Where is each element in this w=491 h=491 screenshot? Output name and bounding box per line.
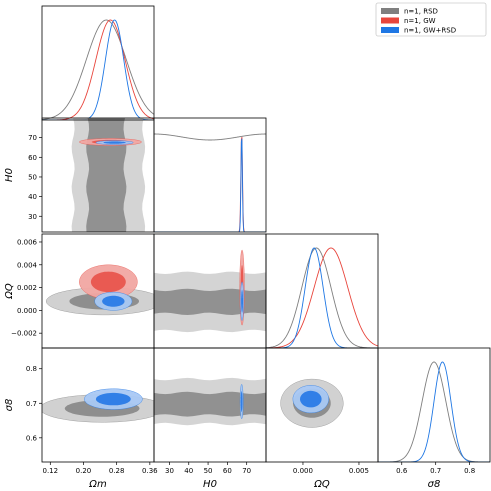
contour-h0_vs_om (71, 118, 146, 232)
x-tick-label: 0.20 (76, 467, 92, 475)
x-tick-label: 0.8 (464, 467, 475, 475)
x-tick-label: 0.000 (293, 467, 313, 475)
contour-band-inner (86, 118, 127, 232)
panel-frame (153, 117, 267, 233)
x-tick-label: 50 (204, 467, 213, 475)
y-tick-label: 0.6 (26, 434, 38, 442)
marginal-panel-s8 (378, 361, 490, 462)
contour-h0_vs_om (95, 140, 134, 145)
contour-ellipse-inner (241, 289, 243, 313)
x-tick-label: 0.28 (109, 467, 125, 475)
x-tick-label: 0.6 (396, 467, 408, 475)
contour-ellipse-inner (103, 141, 126, 144)
y-tick-label: 40 (28, 193, 37, 201)
x-axis-label: ΩQ (313, 479, 330, 490)
panel-frame (377, 347, 491, 463)
contour-oq_vs_h0 (240, 281, 244, 321)
y-axis-label: σ8 (4, 399, 15, 412)
x-tick-label: 40 (184, 467, 193, 475)
y-tick-label: 30 (28, 213, 37, 221)
contour-oq_vs_h0 (154, 271, 266, 333)
marginal-curve-oq (266, 247, 378, 348)
x-tick-label: 0.36 (142, 467, 158, 475)
marginal-curve-om (42, 19, 154, 120)
y-tick-label: 0.002 (17, 284, 37, 292)
legend-swatch (381, 8, 399, 14)
legend-swatch (381, 27, 399, 33)
marginal-curve-om (42, 19, 154, 120)
legend-label: n=1, GW+RSD (404, 27, 456, 35)
marginal-curve-om (42, 19, 154, 120)
contour-ellipse-inner (102, 295, 125, 307)
contour-s8_vs_h0 (239, 384, 244, 420)
marginal-curve-oq (266, 247, 378, 348)
legend-frame (375, 2, 487, 37)
contour-oq_vs_om (79, 264, 138, 300)
contour-ellipse-inner (240, 391, 243, 412)
contour-ellipse-inner (95, 392, 131, 406)
marginal-curve-s8 (378, 361, 490, 462)
y-axis-label: H0 (4, 168, 15, 182)
marginal-panel-oq (266, 247, 378, 348)
x-tick-label: 30 (165, 467, 174, 475)
contour-ellipse-inner (300, 390, 322, 408)
legend-swatch (381, 17, 399, 24)
marginal-panel-h0 (154, 133, 266, 232)
y-tick-label: 0.004 (17, 261, 38, 269)
x-tick-label: 70 (242, 467, 251, 475)
x-tick-label: 0.12 (42, 467, 58, 475)
marginal-panel-om (42, 19, 154, 120)
y-tick-label: 60 (28, 154, 37, 162)
y-tick-label: 0.7 (26, 400, 37, 408)
x-tick-label: 60 (223, 467, 232, 475)
y-tick-label: 50 (28, 173, 37, 181)
marginal-curve-h0 (154, 137, 266, 232)
contour-ellipse-inner (90, 271, 126, 293)
legend-label: n=1, GW (404, 17, 436, 25)
x-axis-label: Ωm (88, 479, 107, 490)
y-tick-label: 0.006 (17, 238, 38, 246)
x-tick-label: 0.005 (349, 467, 369, 475)
marginal-curve-s8 (378, 361, 490, 462)
y-tick-label: −0.002 (11, 330, 37, 338)
x-tick-label: 0.7 (430, 467, 441, 475)
x-axis-label: H0 (203, 479, 217, 490)
contour-band-inner (154, 288, 266, 315)
y-tick-label: 0.8 (26, 365, 37, 373)
contour-s8_vs_om (84, 388, 143, 410)
marginal-curve-oq (266, 247, 378, 348)
marginal-curve-h0 (154, 133, 266, 141)
contour-oq_vs_om (94, 291, 133, 311)
y-tick-label: 70 (28, 134, 37, 142)
x-axis-label: σ8 (428, 479, 441, 490)
y-tick-label: 0.000 (17, 307, 37, 315)
panel-frame (41, 5, 155, 121)
marginal-curve-h0 (154, 138, 266, 232)
contour-s8_vs_oq (292, 385, 329, 414)
y-axis-label: ΩQ (4, 283, 15, 300)
contour-s8_vs_h0 (154, 377, 266, 426)
panel-frame (265, 233, 379, 349)
legend-label: n=1, RSD (404, 8, 438, 16)
contour-band-inner (154, 391, 266, 417)
